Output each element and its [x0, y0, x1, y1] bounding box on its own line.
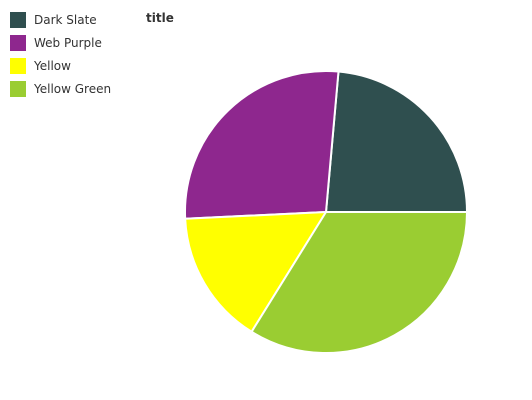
legend-label-dark-slate: Dark Slate [34, 13, 97, 27]
chart-title: title [146, 11, 174, 25]
pie-slices [184, 70, 468, 354]
legend-swatch-dark-slate [10, 12, 26, 28]
pie-slice-dark-slate [325, 70, 468, 213]
legend-label-yellow: Yellow [33, 59, 71, 73]
legend-swatch-yellow-green [10, 81, 26, 97]
legend-swatch-yellow [10, 58, 26, 74]
legend-swatch-web-purple [10, 35, 26, 51]
pie-slice-yellow-green [250, 211, 468, 354]
pie-slice-yellow [184, 211, 327, 333]
pie-slice-web-purple [184, 70, 340, 220]
legend-label-yellow-green: Yellow Green [33, 82, 111, 96]
legend: Dark Slate Web Purple Yellow Yellow Green [10, 12, 111, 97]
legend-label-web-purple: Web Purple [34, 36, 102, 50]
